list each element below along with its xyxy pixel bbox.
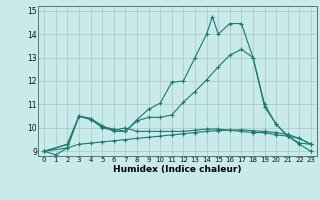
X-axis label: Humidex (Indice chaleur): Humidex (Indice chaleur) (113, 165, 242, 174)
